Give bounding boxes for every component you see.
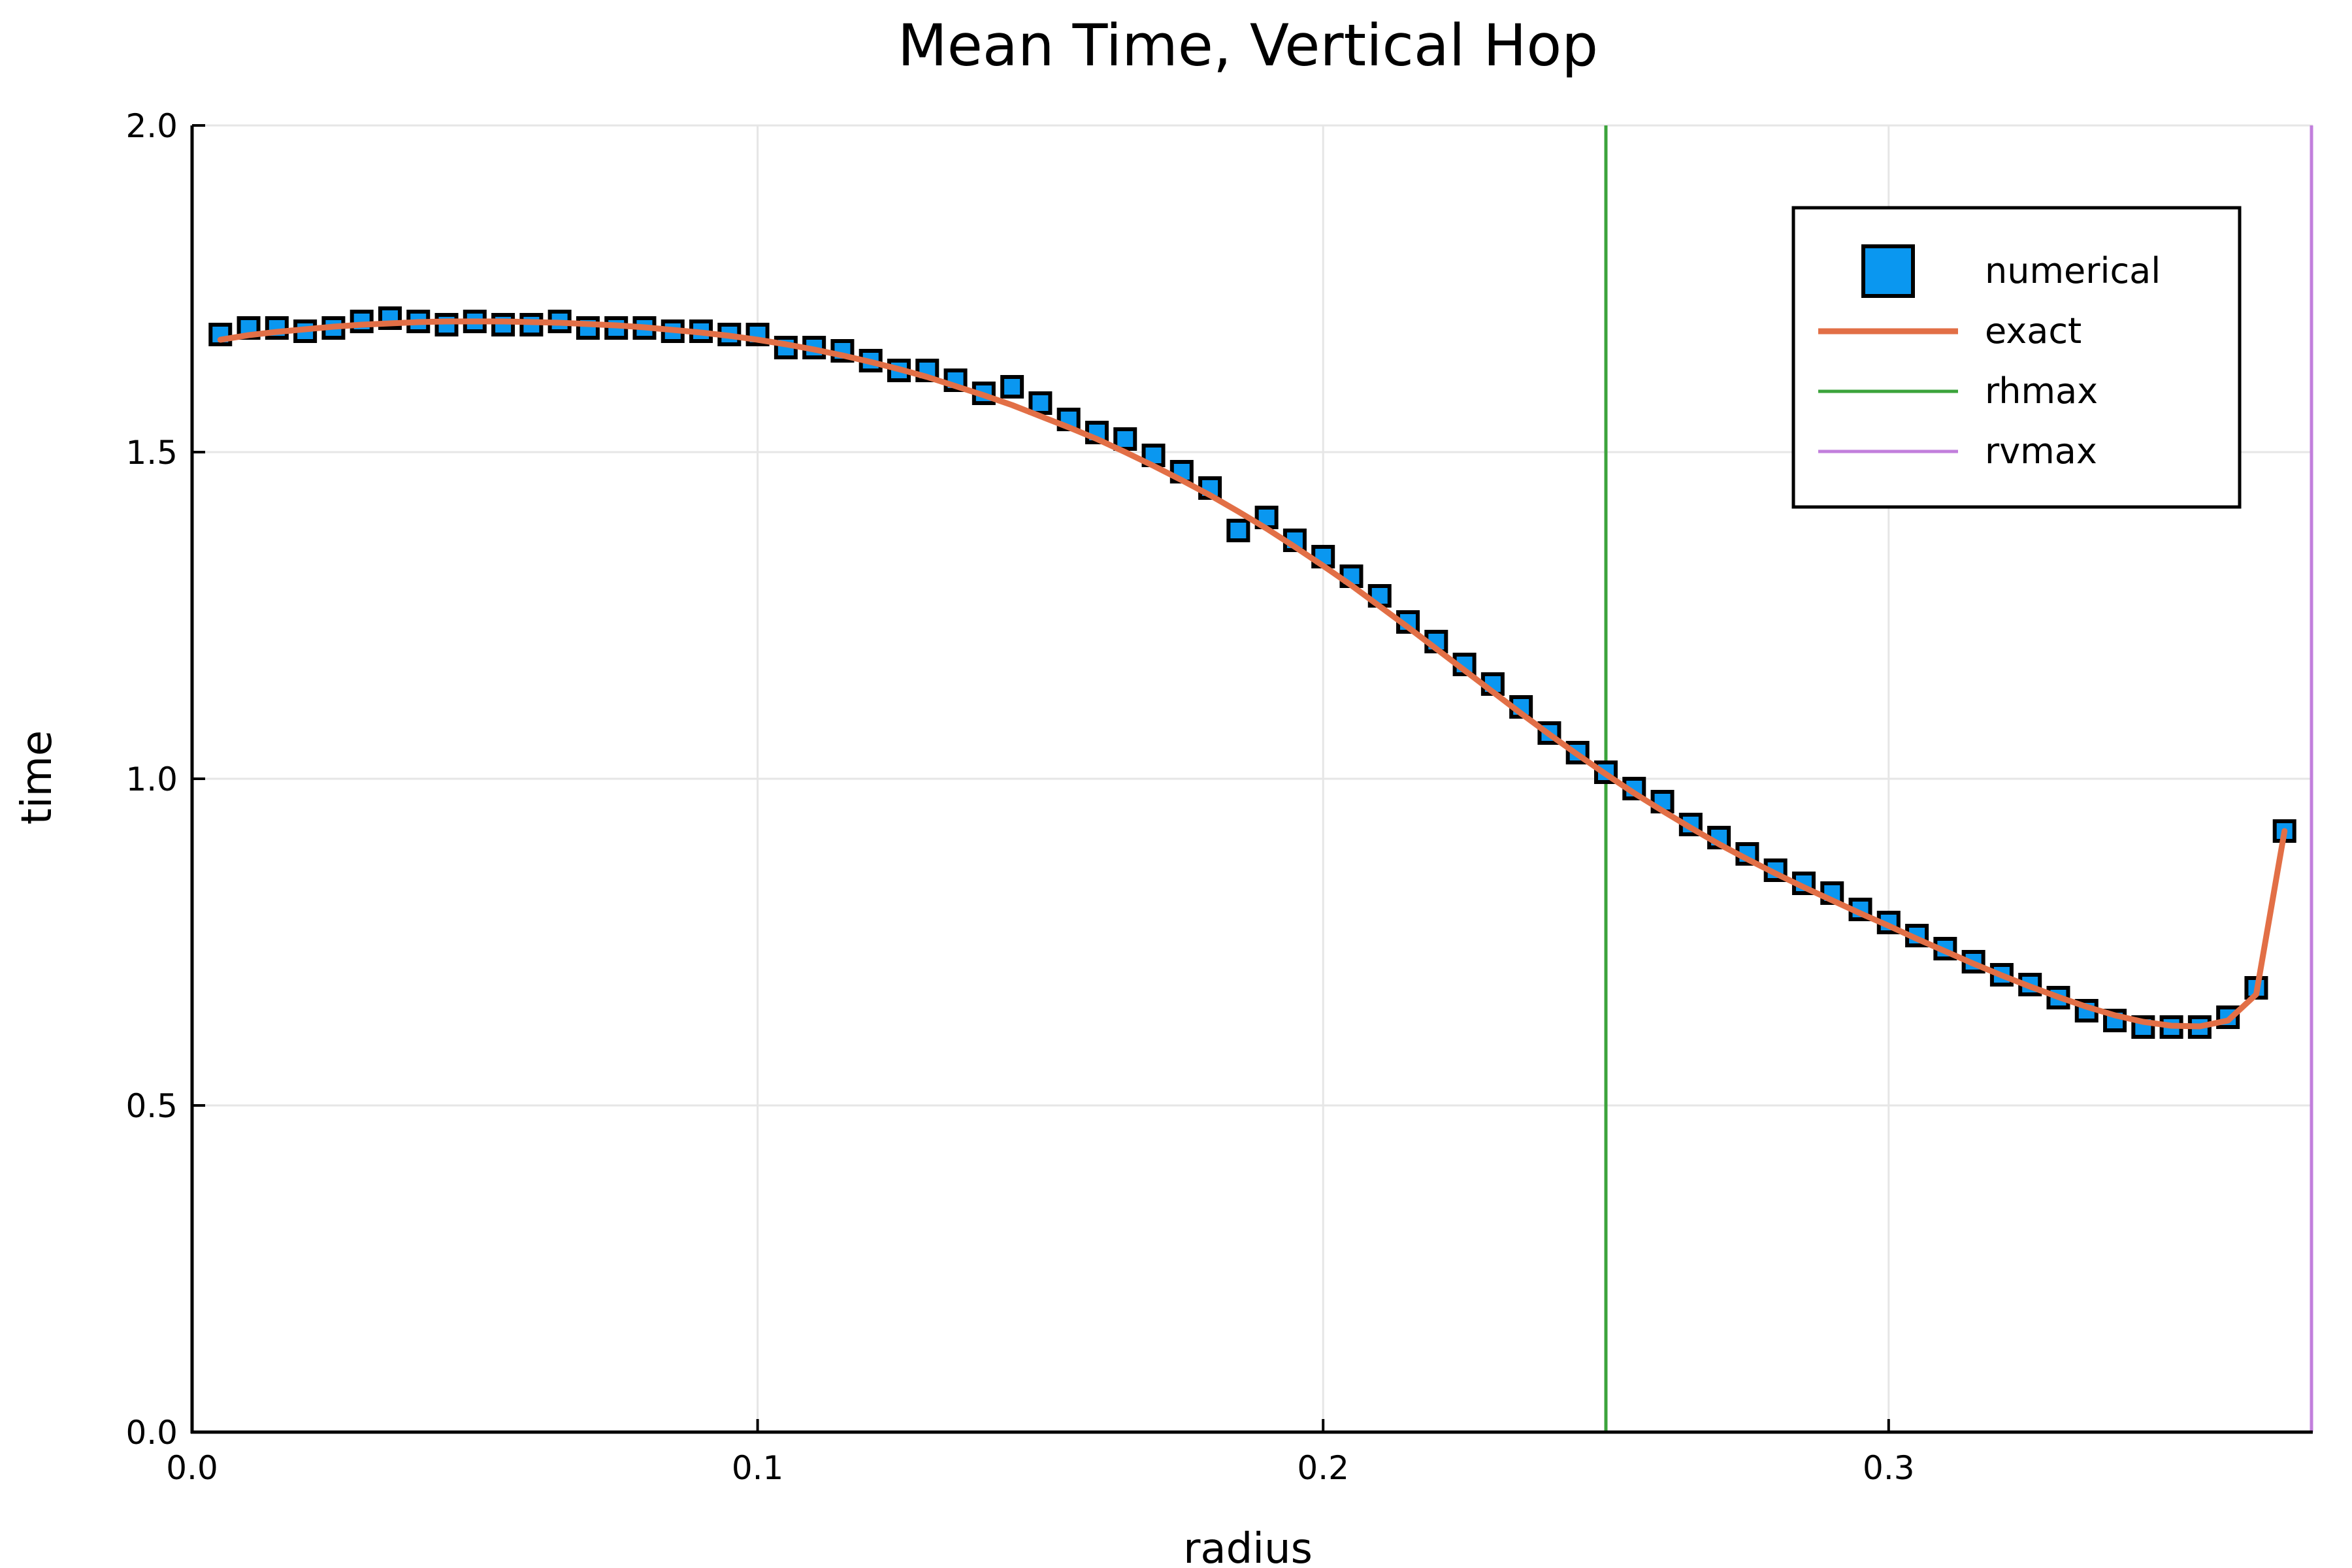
axes (190, 124, 2313, 1434)
x-tick-labels: 0.0 0.1 0.2 0.3 (166, 1449, 1914, 1487)
y-tick-label: 2.0 (125, 107, 178, 145)
x-tick-label: 0.2 (1297, 1449, 1349, 1487)
legend-swatch-numerical (1861, 244, 1915, 298)
numerical-marker (1028, 391, 1053, 415)
numerical-marker (1226, 519, 1250, 542)
y-tick-label: 1.5 (125, 434, 178, 472)
chart-title: Mean Time, Vertical Hop (898, 12, 1598, 79)
y-tick-labels: 0.0 0.5 1.0 1.5 2.0 (125, 107, 178, 1452)
numerical-marker (1000, 375, 1024, 399)
numerical-marker (491, 313, 515, 336)
legend-label-rvmax: rvmax (1985, 431, 2097, 472)
numerical-marker (434, 313, 459, 336)
legend-label-rhmax: rhmax (1985, 370, 2098, 412)
x-tick-label: 0.3 (1863, 1449, 1915, 1487)
y-tick-label: 1.0 (125, 760, 178, 798)
legend-label-numerical: numerical (1985, 250, 2161, 291)
exact-curve-path (217, 318, 2288, 1030)
legend-label-exact: exact (1985, 310, 2082, 351)
y-axis-label: time (13, 730, 61, 825)
x-tick-label: 0.1 (732, 1449, 784, 1487)
numerical-marker (1113, 427, 1137, 451)
legend: numerical exact rhmax rvmax (1791, 206, 2242, 509)
x-axis-label: radius (1183, 1525, 1313, 1568)
numerical-marker (576, 316, 600, 340)
numerical-marker (350, 310, 374, 333)
y-tick-label: 0.5 (125, 1087, 178, 1125)
y-tick-label: 0.0 (125, 1414, 178, 1452)
x-tick-label: 0.0 (166, 1449, 218, 1487)
exact-curve (217, 318, 2288, 1030)
numerical-marker (1961, 950, 1985, 973)
